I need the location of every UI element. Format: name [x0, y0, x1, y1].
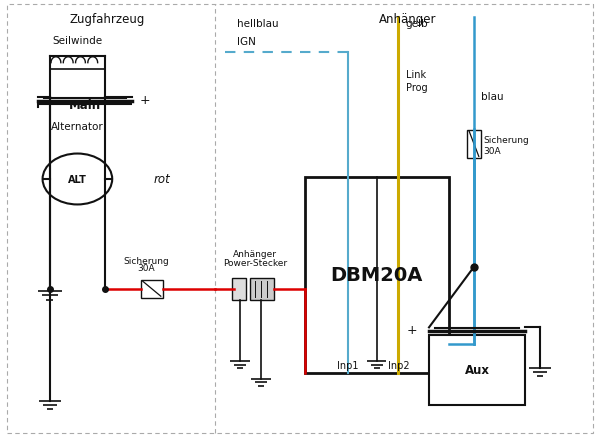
Text: 30A: 30A [483, 147, 500, 155]
FancyBboxPatch shape [232, 278, 246, 300]
Text: Main: Main [69, 99, 101, 112]
Text: Inp2: Inp2 [388, 360, 409, 370]
Text: Sicherung: Sicherung [123, 256, 169, 265]
Text: Inp1: Inp1 [337, 360, 359, 370]
Text: IGN: IGN [237, 37, 256, 46]
Text: DBM20A: DBM20A [331, 266, 423, 285]
FancyBboxPatch shape [305, 177, 449, 373]
Text: +: + [406, 323, 417, 336]
Text: Seilwinde: Seilwinde [52, 36, 103, 46]
Text: Anhänger: Anhänger [233, 249, 277, 258]
Text: 30A: 30A [137, 263, 155, 272]
FancyBboxPatch shape [429, 335, 525, 405]
FancyBboxPatch shape [141, 280, 163, 298]
FancyBboxPatch shape [250, 278, 274, 300]
Text: hellblau: hellblau [237, 19, 278, 29]
FancyBboxPatch shape [467, 130, 481, 159]
Text: Power-Stecker: Power-Stecker [223, 258, 287, 267]
Text: rot: rot [154, 173, 170, 186]
Text: Alternator: Alternator [51, 121, 104, 131]
Text: gelb: gelb [406, 19, 428, 29]
Text: +: + [139, 94, 150, 107]
Text: blau: blau [481, 92, 504, 101]
Text: Aux: Aux [464, 364, 490, 377]
Text: Anhänger: Anhänger [379, 13, 436, 26]
Text: ALT: ALT [68, 175, 87, 184]
Text: Sicherung: Sicherung [483, 136, 529, 145]
Text: Prog: Prog [406, 83, 427, 92]
Text: Zugfahrzeug: Zugfahrzeug [70, 13, 145, 26]
Text: Link: Link [406, 70, 426, 79]
